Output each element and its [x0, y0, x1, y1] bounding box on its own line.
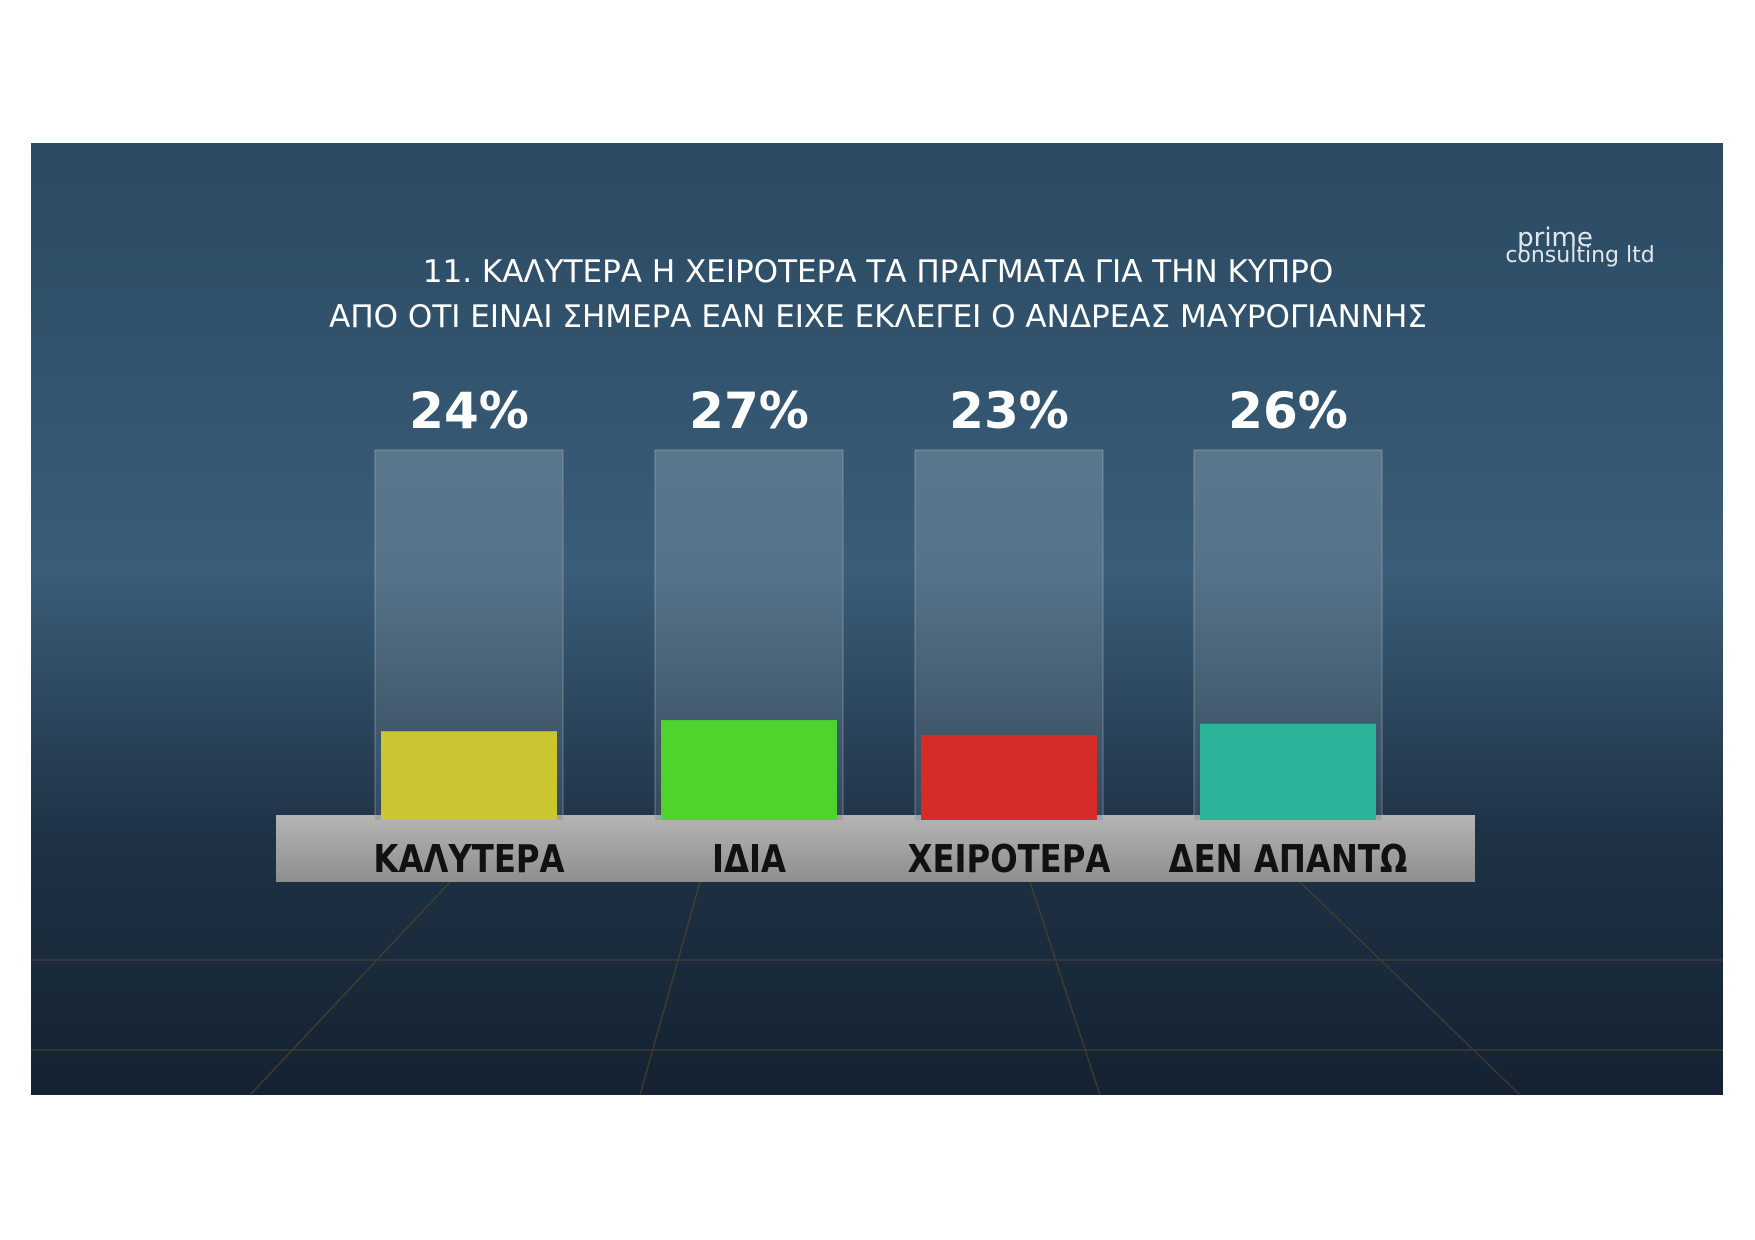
- platform: [276, 815, 1475, 882]
- x-tick-label: ΙΔΙΑ: [712, 838, 787, 882]
- bar: [661, 720, 837, 820]
- value-label: 24%: [409, 382, 529, 440]
- logo-line1: prime: [1517, 223, 1593, 253]
- floor-grid: [31, 881, 1723, 1096]
- x-tick-label: ΔΕΝ ΑΠΑΝΤΩ: [1169, 838, 1408, 882]
- bar: [921, 734, 1097, 820]
- value-label: 27%: [689, 382, 809, 440]
- logo-line2: consulting ltd: [1505, 243, 1654, 268]
- x-tick-label: ΧΕΙΡΟΤΕΡΑ: [908, 838, 1111, 882]
- chart-title: 11. ΚΑΛΥΤΕΡΑ Η ΧΕΙΡΟΤΕΡΑ ΤΑ ΠΡΑΓΜΑΤΑ ΓΙΑ…: [423, 254, 1333, 290]
- panel: [31, 143, 1723, 1095]
- value-label: 23%: [949, 382, 1069, 440]
- bar: [381, 731, 557, 820]
- x-tick-label: ΚΑΛΥΤΕΡΑ: [373, 838, 565, 882]
- value-label: 26%: [1228, 382, 1348, 440]
- chart-title: ΑΠΟ ΟΤΙ ΕΙΝΑΙ ΣΗΜΕΡΑ ΕΑΝ ΕΙΧΕ ΕΚΛΕΓΕΙ Ο …: [329, 299, 1427, 335]
- bar: [1200, 723, 1376, 820]
